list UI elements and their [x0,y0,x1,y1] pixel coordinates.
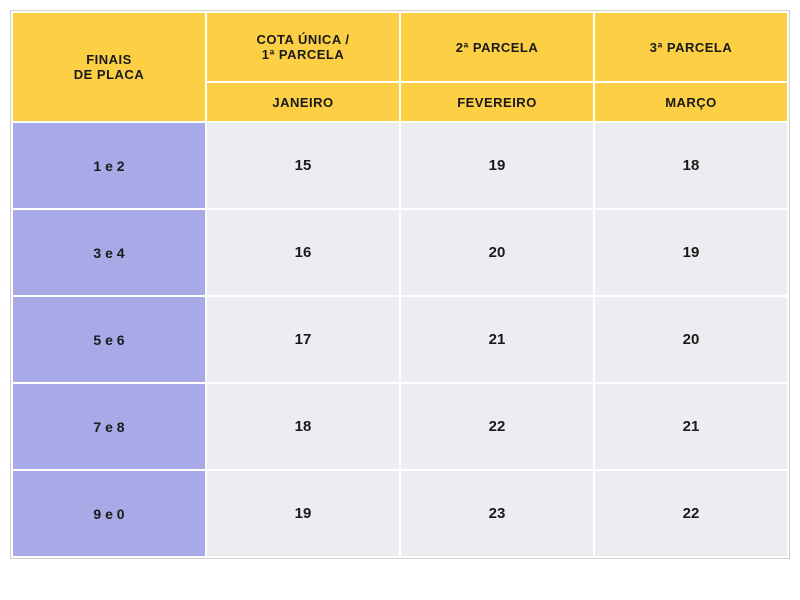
data-cell: 19 [400,122,594,209]
month-col-1: JANEIRO [206,82,400,122]
data-cell: 22 [400,383,594,470]
data-cell: 21 [594,383,788,470]
data-cell: 23 [400,470,594,557]
table-row: 9 e 0 19 23 22 [12,470,788,557]
data-cell: 18 [206,383,400,470]
month-col-2: FEVEREIRO [400,82,594,122]
row-label: 9 e 0 [12,470,206,557]
data-cell: 20 [400,209,594,296]
corner-header: FINAISDE PLACA [12,12,206,122]
row-label: 3 e 4 [12,209,206,296]
header-col-3: 3ª PARCELA [594,12,788,82]
data-cell: 22 [594,470,788,557]
data-cell: 21 [400,296,594,383]
row-label: 5 e 6 [12,296,206,383]
corner-header-line1: FINAISDE PLACA [74,52,144,82]
table-row: 3 e 4 16 20 19 [12,209,788,296]
table-row: 1 e 2 15 19 18 [12,122,788,209]
header-row-1: FINAISDE PLACA COTA ÚNICA /1ª PARCELA 2ª… [12,12,788,82]
table-row: 5 e 6 17 21 20 [12,296,788,383]
data-cell: 18 [594,122,788,209]
table-row: 7 e 8 18 22 21 [12,383,788,470]
schedule-table-container: FINAISDE PLACA COTA ÚNICA /1ª PARCELA 2ª… [10,10,790,559]
row-label: 1 e 2 [12,122,206,209]
data-cell: 20 [594,296,788,383]
data-cell: 16 [206,209,400,296]
data-cell: 19 [594,209,788,296]
schedule-table: FINAISDE PLACA COTA ÚNICA /1ª PARCELA 2ª… [11,11,789,558]
row-label: 7 e 8 [12,383,206,470]
header-col-2: 2ª PARCELA [400,12,594,82]
header-col-1: COTA ÚNICA /1ª PARCELA [206,12,400,82]
data-cell: 15 [206,122,400,209]
month-col-3: MARÇO [594,82,788,122]
data-cell: 17 [206,296,400,383]
data-cell: 19 [206,470,400,557]
